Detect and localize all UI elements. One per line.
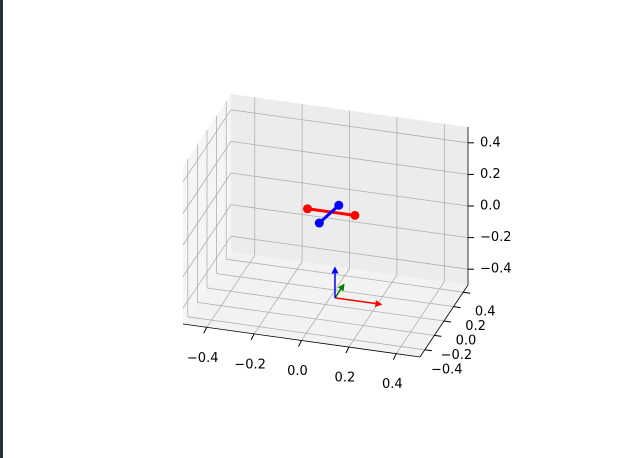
grid-line <box>182 204 232 277</box>
grid-line <box>197 302 435 336</box>
z-tick-label: 0.0 <box>480 199 501 214</box>
point <box>350 210 360 220</box>
x-tick-label: −0.2 <box>234 357 266 372</box>
arrow-shaft <box>334 288 342 299</box>
tick-mark <box>463 291 471 294</box>
point <box>334 200 344 210</box>
x-axis-line <box>182 323 421 358</box>
arrow-head <box>337 283 345 292</box>
y-tick-label: 0.4 <box>475 305 496 320</box>
arrow-head <box>331 266 339 274</box>
grid-line <box>182 235 232 309</box>
z-tick-label: 0.2 <box>480 167 501 182</box>
grid-line <box>230 172 469 207</box>
grid-line <box>182 141 232 214</box>
grid-line <box>206 287 445 322</box>
arrow-shaft <box>334 297 376 305</box>
grid-line <box>182 172 232 246</box>
y-axis-line <box>419 284 469 358</box>
tick-mark <box>345 346 350 354</box>
window-edge <box>0 0 3 458</box>
tick-mark <box>424 349 432 352</box>
tick-mark <box>453 306 461 309</box>
x-tick-label: 0.4 <box>382 377 403 392</box>
x-tick-label: 0.2 <box>335 371 356 386</box>
tick-mark <box>434 334 442 337</box>
arrow-head <box>374 300 383 308</box>
tick-mark <box>392 353 397 360</box>
grid-line <box>182 109 232 183</box>
grid-line <box>226 258 464 293</box>
grid-line <box>230 109 469 144</box>
x-tick-label: −0.4 <box>187 351 219 366</box>
tick-mark <box>298 340 302 347</box>
grid-line <box>187 316 425 351</box>
z-tick-label: 0.4 <box>480 135 501 150</box>
z-tick-label: −0.2 <box>480 230 512 245</box>
tick-mark <box>443 320 452 323</box>
grid-line <box>230 204 469 238</box>
y-tick-label: −0.2 <box>441 348 473 363</box>
point <box>314 218 324 228</box>
point <box>303 204 312 214</box>
z-tick-label: −0.4 <box>480 262 512 277</box>
tick-mark <box>203 327 208 334</box>
grid-line <box>230 141 469 175</box>
y-tick-label: 0.2 <box>465 319 486 334</box>
grid-line <box>230 235 469 270</box>
y-tick-label: 0.0 <box>456 334 477 349</box>
y-tick-label: −0.4 <box>431 362 463 377</box>
tick-mark <box>250 333 255 341</box>
x-tick-label: 0.0 <box>287 364 308 379</box>
